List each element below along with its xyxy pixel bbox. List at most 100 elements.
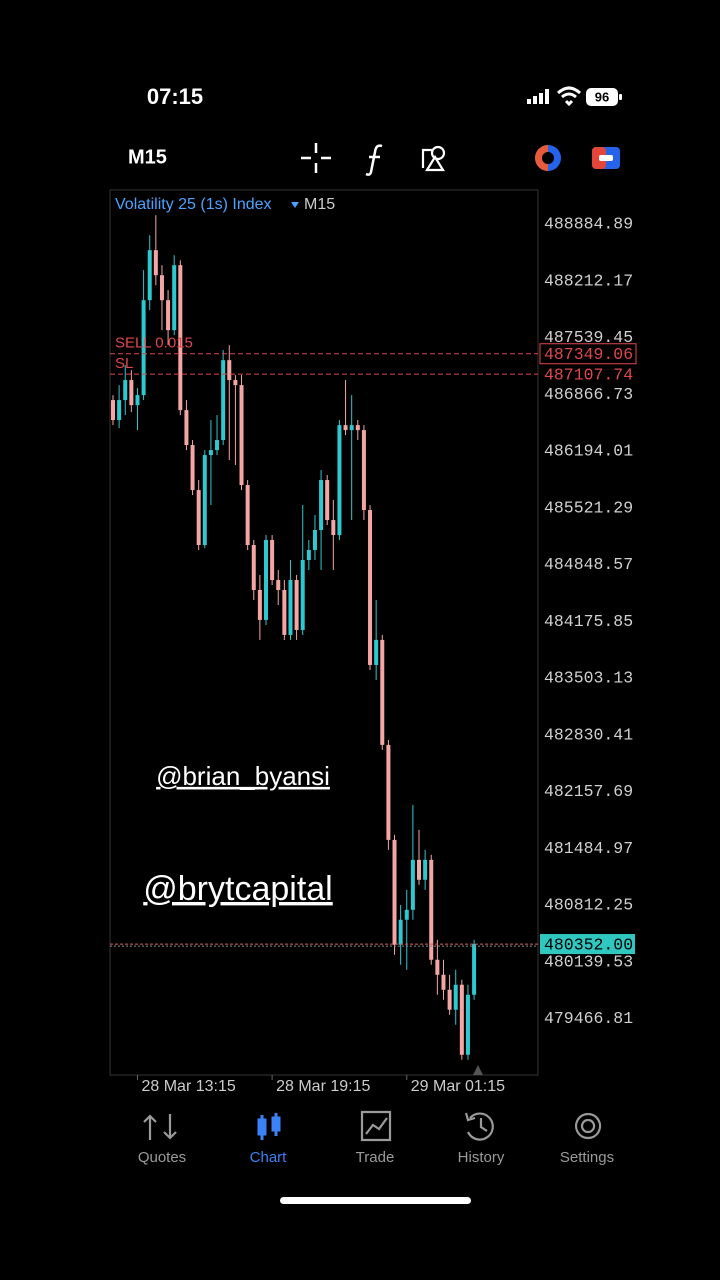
- candle-body: [257, 589, 262, 620]
- watermark: @brian_byansi: [156, 761, 330, 791]
- candle-body: [239, 385, 244, 486]
- candle-body: [227, 360, 232, 381]
- candle-body: [276, 580, 281, 590]
- home-indicator: [280, 1197, 471, 1204]
- nav-icon[interactable]: [257, 1113, 281, 1140]
- candle-body: [208, 450, 213, 456]
- nav-icon[interactable]: [574, 1112, 602, 1140]
- nav-label[interactable]: Settings: [560, 1149, 614, 1166]
- candle-body: [337, 425, 342, 536]
- candle-body: [300, 560, 305, 630]
- chart-timeframe: M15: [304, 196, 335, 213]
- nav-label[interactable]: History: [458, 1149, 505, 1166]
- candle-body: [417, 859, 421, 880]
- nav-icon[interactable]: [360, 1110, 392, 1142]
- y-tick-label: 486866.73: [544, 385, 633, 404]
- order-price-label: 487107.74: [544, 365, 633, 384]
- candle-body: [361, 430, 366, 511]
- objects-button[interactable]: [421, 145, 446, 172]
- candle-body: [166, 300, 171, 331]
- watermark: @brytcapital: [143, 870, 332, 908]
- y-tick-label: 480812.25: [544, 896, 633, 915]
- x-tick-label: 28 Mar 13:15: [141, 1078, 235, 1095]
- x-tick-label: 28 Mar 19:15: [276, 1078, 370, 1095]
- nav-icon[interactable]: [143, 1114, 177, 1140]
- candle-body: [282, 589, 287, 635]
- order-label: SL: [115, 355, 133, 372]
- y-tick-label: 488884.89: [544, 215, 633, 234]
- candle-body: [453, 984, 458, 1010]
- candle-body: [233, 380, 238, 386]
- y-tick-label: 480139.53: [544, 952, 633, 971]
- candle-body: [147, 250, 152, 301]
- candle-body: [355, 425, 360, 431]
- candle-body: [472, 944, 477, 995]
- candle-body: [117, 400, 122, 421]
- symbol-dropdown[interactable]: [291, 202, 299, 208]
- y-tick-label: 487539.45: [544, 328, 633, 347]
- nav-label[interactable]: Chart: [250, 1149, 288, 1166]
- candle-body: [312, 529, 317, 550]
- signal-icon: [527, 89, 549, 104]
- y-tick-label: 482830.41: [544, 725, 633, 744]
- indicators-button[interactable]: [365, 144, 383, 176]
- candle-body: [129, 380, 134, 406]
- candle-body: [111, 400, 115, 421]
- bottom-nav: Quotes Chart Trade History Settings: [138, 1110, 614, 1166]
- candle-body: [123, 380, 128, 401]
- candle-body: [435, 959, 440, 975]
- candle-body: [331, 520, 336, 536]
- order-price-label: 487349.06: [544, 345, 633, 364]
- crosshair-button[interactable]: [301, 143, 331, 173]
- candle-body: [153, 250, 158, 276]
- battery-icon: [586, 88, 618, 106]
- candle-body: [202, 455, 207, 546]
- y-tick-label: 481484.97: [544, 839, 633, 858]
- candle-body: [221, 360, 226, 441]
- battery-tip: [619, 94, 622, 100]
- y-tick-label: 488212.17: [544, 271, 633, 290]
- candle-body: [368, 510, 373, 665]
- order-label: SELL 0.015: [115, 335, 193, 352]
- candle-body: [398, 919, 403, 945]
- candle-body: [215, 440, 220, 451]
- nav-label[interactable]: Trade: [356, 1149, 395, 1166]
- wifi-icon: [556, 86, 582, 107]
- candle-body: [264, 540, 268, 620]
- order-price-box: [539, 343, 637, 365]
- candle-body: [386, 744, 391, 840]
- x-tick-label: 29 Mar 01:15: [411, 1078, 505, 1095]
- y-tick-label: 483503.13: [544, 669, 633, 688]
- candles: [111, 215, 477, 1060]
- candle-body: [135, 395, 140, 406]
- candle-body: [294, 580, 299, 630]
- nav-icon[interactable]: [464, 1112, 494, 1141]
- candle-body: [178, 265, 183, 411]
- y-tick-label: 486194.01: [544, 442, 633, 461]
- candle-body: [459, 984, 464, 1055]
- candle-body: [196, 490, 201, 546]
- y-tick-label: 484175.85: [544, 612, 633, 631]
- candle-body: [410, 859, 415, 910]
- candle-body: [465, 994, 470, 1055]
- candle-body: [423, 859, 428, 880]
- candle-body: [184, 410, 189, 446]
- current-price-label: 480352.00: [544, 935, 633, 954]
- account-icon[interactable]: [535, 145, 561, 171]
- clock: 07:15: [147, 84, 203, 109]
- nav-label[interactable]: Quotes: [138, 1149, 186, 1166]
- candle-body: [245, 485, 250, 546]
- candle-body: [288, 580, 293, 635]
- candle-body: [429, 859, 434, 960]
- trade-account-icon[interactable]: [592, 147, 620, 169]
- candle-body: [270, 540, 275, 581]
- candle-body: [251, 545, 256, 590]
- candle-body: [380, 639, 385, 745]
- y-tick-label: 482157.69: [544, 782, 633, 801]
- symbol-title[interactable]: Volatility 25 (1s) Index: [115, 196, 272, 213]
- candle-body: [374, 639, 379, 665]
- timeframe-button[interactable]: M15: [128, 146, 167, 168]
- y-tick-label: 485521.29: [544, 498, 633, 517]
